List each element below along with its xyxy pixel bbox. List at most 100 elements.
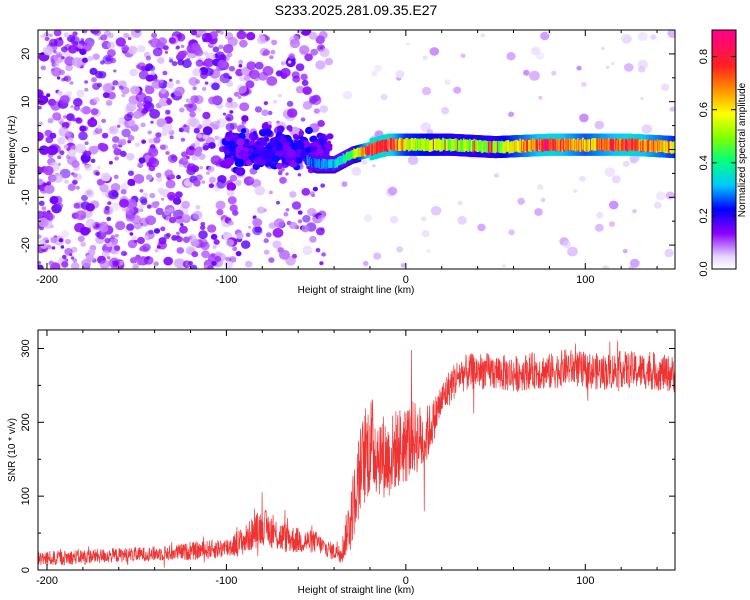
spectrogram-noise-blob [127,135,135,141]
spectrogram-noise-blob [226,189,235,197]
colorbar-gradient [711,29,737,270]
spectrogram-marks [38,30,675,269]
spectrogram-noise-blob [309,235,317,243]
spectrogram-band-core [553,139,556,151]
spectrogram-noise-blob [267,120,272,125]
spectrogram-band-edge [324,171,326,174]
spectrogram-noise-blob [206,171,210,175]
spectrogram-cluster-blob [326,133,334,140]
spectrogram-noise-blob [176,262,183,269]
spectrogram-noise-blob [149,109,161,119]
spectrogram-noise-blob [199,166,203,170]
spectrogram-noise-blob [263,249,270,255]
spectrogram-noise-blob [610,61,615,66]
spectrogram-noise-blob [132,235,137,240]
spectrogram-noise-blob [380,93,388,101]
spectrogram-band-core [670,142,673,154]
spectrogram-noise-blob [256,206,265,214]
spectrogram-noise-blob [157,57,165,64]
spectrogram-noise-blob [84,80,88,84]
spectrogram-noise-blob [218,44,224,50]
spectrogram-band-core [527,138,530,151]
spectrogram-noise-blob [176,45,180,49]
spectrogram-noise-blob [72,117,77,122]
spectrogram-noise-blob [300,30,312,36]
spectrogram-band-core [413,139,416,151]
spectrogram-cluster-blob [243,146,250,153]
spectrogram-noise-blob [165,179,176,189]
spectrogram-noise-blob [60,46,68,53]
spectrogram-noise-blob [596,211,604,219]
spectrogram-cluster-blob [252,131,257,135]
spectrogram-noise-blob [38,121,43,126]
spectrogram-noise-blob [80,215,85,219]
spectrogram-noise-blob [75,210,87,221]
spectrogram-noise-blob [301,188,311,196]
spectrogram-band-core [466,139,469,151]
spectrogram-noise-blob [342,91,353,100]
spectrogram-noise-blob [153,228,161,234]
spectrogram-noise-blob [309,191,315,197]
spectrogram-noise-blob [115,37,127,47]
spectrogram-noise-blob [318,30,328,40]
spectrogram-noise-blob [315,60,326,70]
spectrogram-noise-blob [192,86,197,91]
spectrogram-noise-blob [267,110,273,116]
spectrogram-noise-blob [457,200,463,206]
spectrogram-noise-blob [84,87,89,92]
spectrogram-noise-blob [113,174,119,179]
spectrogram-noise-blob [226,239,235,247]
spectrogram-noise-blob [73,98,83,107]
spectrogram-noise-blob [63,115,67,119]
spectrogram-band-core [370,143,373,155]
spectrogram-noise-blob [200,241,210,251]
spectrogram-band-edge [353,161,355,164]
spectrogram-noise-blob [134,30,141,34]
spectrogram-noise-blob [40,65,46,71]
spectrogram-noise-blob [261,109,269,116]
spectrogram-noise-blob [53,195,63,205]
spectrogram-noise-blob [297,30,303,33]
spectrogram-noise-blob [396,246,404,253]
spectrogram-noise-blob [176,247,185,254]
spectrogram-noise-blob [227,52,233,57]
spectrogram-noise-blob [181,124,190,132]
spectrogram-noise-blob [374,64,383,72]
spectrogram-noise-blob [310,48,319,56]
spectrogram-band-edge [357,160,360,163]
spectrogram-noise-blob [38,200,45,206]
spectrogram-cluster-blob [275,162,283,170]
spectrogram-xlabel: Height of straight line (km) [298,285,415,296]
spectrogram-noise-blob [46,181,52,186]
spectrogram-noise-blob [540,197,546,203]
spectrogram-noise-blob [272,240,282,249]
spectrogram-noise-blob [624,63,634,72]
spectrogram-band-edge [320,171,322,174]
spectrogram-band-core [614,138,617,150]
spectrogram-noise-blob [106,216,112,222]
spectrogram-noise-blob [453,86,462,94]
spectrogram-noise-blob [80,241,86,247]
spectrogram-noise-blob [126,153,135,161]
spectrogram-band-edge [352,161,354,164]
spectrogram-noise-blob [235,179,242,186]
spectrogram-noise-blob [40,34,45,39]
spectrogram-band-edge [336,170,338,173]
spectrogram-noise-blob [244,75,251,82]
spectrogram-noise-blob [41,206,47,211]
spectrogram-noise-blob [135,92,147,103]
spectrogram-noise-blob [201,32,213,43]
spectrogram-noise-blob [140,198,148,206]
spectrogram-band-core [400,138,403,150]
spectrogram-noise-blob [93,96,100,103]
spectrogram-band-core [570,138,573,151]
spectrogram-noise-blob [102,83,113,93]
spectrogram-band-edge [315,171,318,174]
spectrogram-noise-blob [611,175,621,184]
spectrogram-noise-blob [233,91,240,97]
spectrogram-noise-blob [200,71,208,80]
spectrogram-noise-blob [46,145,58,156]
spectrogram-noise-blob [292,75,301,83]
spectrogram-noise-blob [49,214,56,220]
spectrogram-noise-blob [254,61,264,70]
